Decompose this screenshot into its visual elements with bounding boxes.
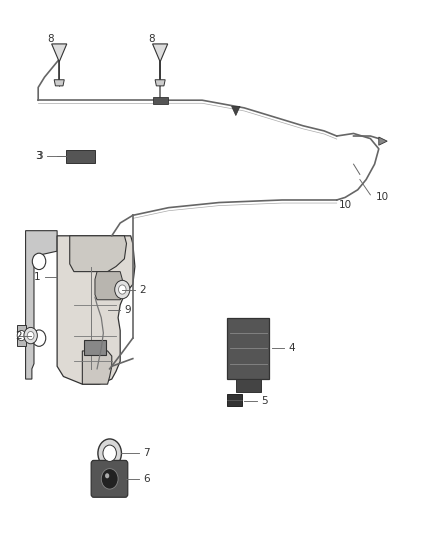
- Circle shape: [101, 469, 118, 489]
- Polygon shape: [152, 96, 168, 104]
- Circle shape: [17, 330, 25, 341]
- Polygon shape: [379, 137, 387, 145]
- Text: 9: 9: [124, 305, 131, 315]
- Polygon shape: [70, 236, 127, 272]
- Polygon shape: [82, 351, 112, 384]
- Polygon shape: [152, 44, 168, 62]
- Polygon shape: [52, 44, 67, 62]
- Polygon shape: [227, 394, 242, 406]
- Text: 5: 5: [261, 395, 268, 406]
- Text: 7: 7: [143, 448, 150, 458]
- Polygon shape: [236, 379, 261, 392]
- FancyBboxPatch shape: [84, 340, 106, 354]
- Circle shape: [24, 327, 37, 344]
- Circle shape: [115, 280, 130, 298]
- Text: 4: 4: [288, 343, 295, 353]
- Circle shape: [32, 253, 46, 270]
- Polygon shape: [232, 107, 240, 116]
- Text: 10: 10: [339, 200, 352, 210]
- Text: 6: 6: [143, 474, 150, 484]
- Text: 1: 1: [34, 272, 40, 282]
- Polygon shape: [155, 80, 165, 86]
- FancyBboxPatch shape: [91, 461, 128, 497]
- Text: 2: 2: [139, 285, 146, 295]
- Circle shape: [119, 285, 126, 294]
- Circle shape: [98, 439, 121, 467]
- Polygon shape: [227, 318, 269, 379]
- Text: 3: 3: [36, 151, 42, 161]
- Polygon shape: [17, 325, 25, 346]
- Polygon shape: [54, 80, 64, 86]
- Polygon shape: [95, 272, 122, 300]
- Text: 3: 3: [35, 151, 42, 161]
- FancyBboxPatch shape: [66, 150, 95, 163]
- Text: 8: 8: [148, 34, 155, 44]
- Circle shape: [27, 332, 34, 340]
- Circle shape: [103, 445, 117, 462]
- Polygon shape: [25, 231, 57, 379]
- Text: 8: 8: [47, 34, 54, 44]
- Text: 10: 10: [375, 192, 389, 203]
- Circle shape: [32, 330, 46, 346]
- Circle shape: [105, 473, 109, 478]
- Text: 2: 2: [15, 330, 22, 341]
- Polygon shape: [57, 236, 135, 384]
